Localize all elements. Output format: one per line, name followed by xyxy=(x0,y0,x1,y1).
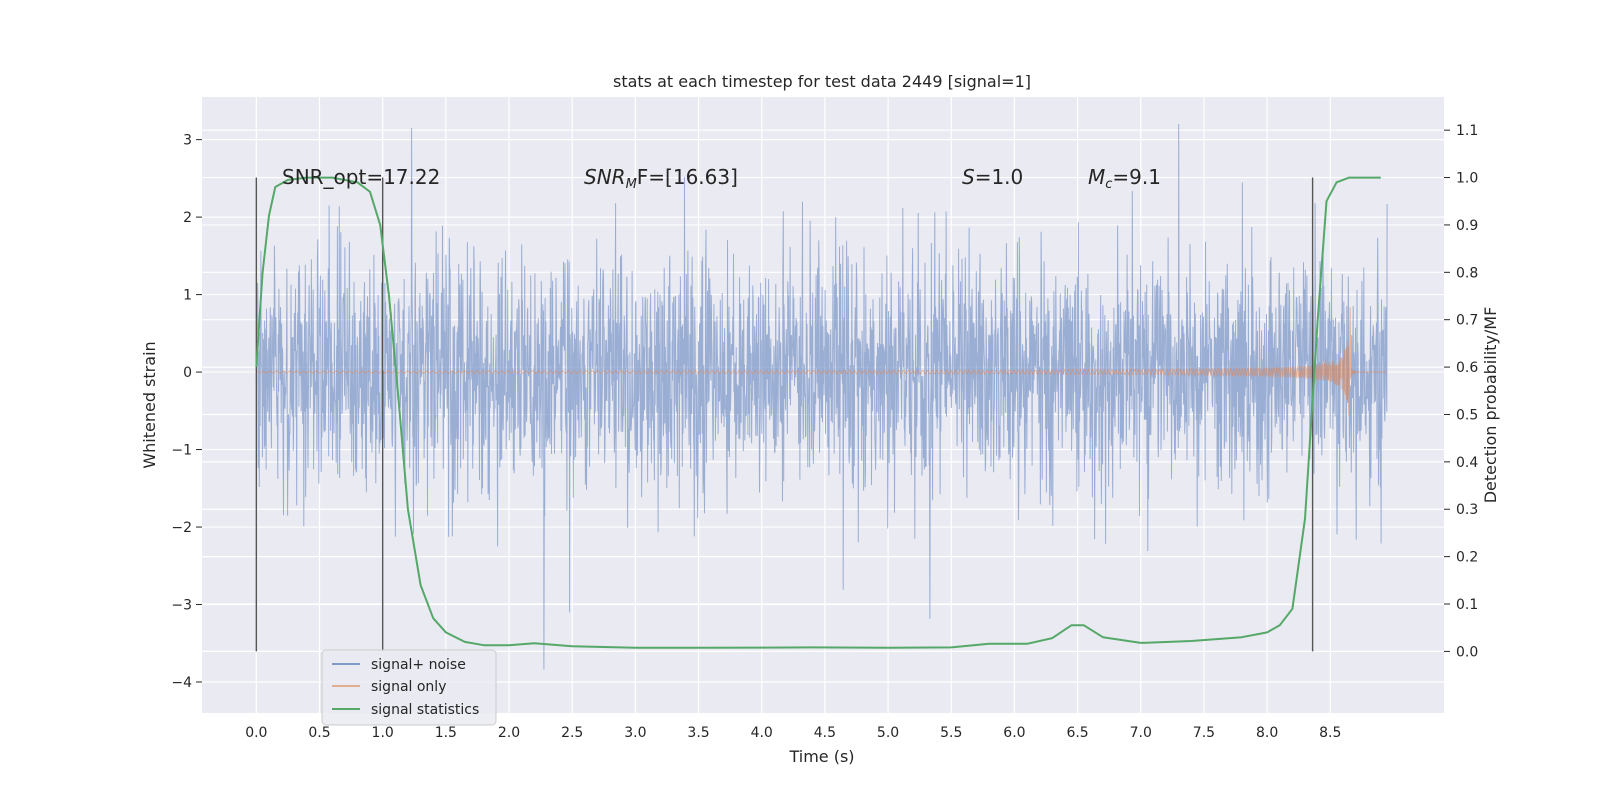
x-tick-label: 4.5 xyxy=(814,725,836,741)
x-tick-label: 1.5 xyxy=(435,725,457,741)
y-right-tick-label: 0.3 xyxy=(1456,502,1478,518)
chart-title: stats at each timestep for test data 244… xyxy=(613,72,1031,91)
series-layer xyxy=(255,124,1388,670)
y-left-tick-label: −4 xyxy=(171,675,192,691)
y-right-tick-label: 0.8 xyxy=(1456,265,1478,281)
signal-statistics-line xyxy=(255,176,1381,649)
legend-label-signal-statistics: signal statistics xyxy=(371,702,479,718)
x-tick-label: 4.0 xyxy=(751,725,773,741)
legend-box xyxy=(321,649,497,726)
annotation-snr-opt: SNR_opt=17.22 xyxy=(282,165,440,189)
y-right-tick-label: 1.1 xyxy=(1456,123,1478,139)
y-left-tick-label: 0 xyxy=(183,365,192,381)
y-axis-label-right: Detection probability/MF xyxy=(1481,307,1500,504)
legend-label-signal-noise: signal+ noise xyxy=(371,657,466,673)
tick-labels: 0.0 0.5 1.0 1.5 2.0 2.5 3.0 3.5 4.0 4.5 5.0 5.5 6.0 6… xyxy=(171,123,1478,741)
y-right-tick-label: 0.9 xyxy=(1456,218,1478,234)
x-tick-label: 3.0 xyxy=(624,725,646,741)
signal-noise-line xyxy=(255,124,1388,670)
y-right-tick-label: 0.2 xyxy=(1456,550,1478,566)
legend: signal+ noise signal only signal statist… xyxy=(321,649,497,726)
signal-only-line xyxy=(256,307,1388,416)
y-left-tick-label: −3 xyxy=(171,598,192,614)
y-right-tick-label: 0.1 xyxy=(1456,597,1478,613)
y-left-tick-label: 2 xyxy=(183,210,192,226)
annotation-s: S=1.0 xyxy=(962,165,1023,189)
x-tick-label: 0.0 xyxy=(245,725,267,741)
x-tick-label: 5.5 xyxy=(940,725,962,741)
x-tick-label: 7.5 xyxy=(1193,725,1215,741)
x-tick-label: 3.5 xyxy=(687,725,709,741)
x-tick-label: 1.0 xyxy=(372,725,394,741)
y-right-tick-label: 0.4 xyxy=(1456,455,1478,471)
x-tick-label: 6.0 xyxy=(1003,725,1025,741)
x-tick-label: 6.5 xyxy=(1066,725,1088,741)
y-right-tick-label: 0.7 xyxy=(1456,313,1478,329)
x-tick-label: 0.5 xyxy=(308,725,330,741)
y-left-tick-label: 1 xyxy=(183,288,192,304)
y-right-tick-label: 1.0 xyxy=(1456,171,1478,187)
y-left-tick-label: 3 xyxy=(183,133,192,149)
x-tick-label: 2.0 xyxy=(498,725,520,741)
y-right-tick-label: 0.6 xyxy=(1456,360,1478,376)
legend-label-signal-only: signal only xyxy=(371,679,446,695)
x-tick-label: 8.0 xyxy=(1256,725,1278,741)
x-tick-label: 5.0 xyxy=(877,725,899,741)
annotation-mc: Mc=9.1 xyxy=(1088,165,1161,192)
y-right-tick-label: 0.0 xyxy=(1456,644,1478,660)
y-left-tick-label: −1 xyxy=(171,443,192,459)
y-axis-label-left: Whitened strain xyxy=(140,341,159,468)
x-tick-label: 2.5 xyxy=(561,725,583,741)
x-tick-label: 8.5 xyxy=(1319,725,1341,741)
y-right-tick-label: 0.5 xyxy=(1456,407,1478,423)
annotation-snr-mf: SNRMF=[16.63] xyxy=(584,165,738,192)
x-axis-label: Time (s) xyxy=(788,747,854,766)
x-tick-label: 7.0 xyxy=(1130,725,1152,741)
y-left-tick-label: −2 xyxy=(171,520,192,536)
